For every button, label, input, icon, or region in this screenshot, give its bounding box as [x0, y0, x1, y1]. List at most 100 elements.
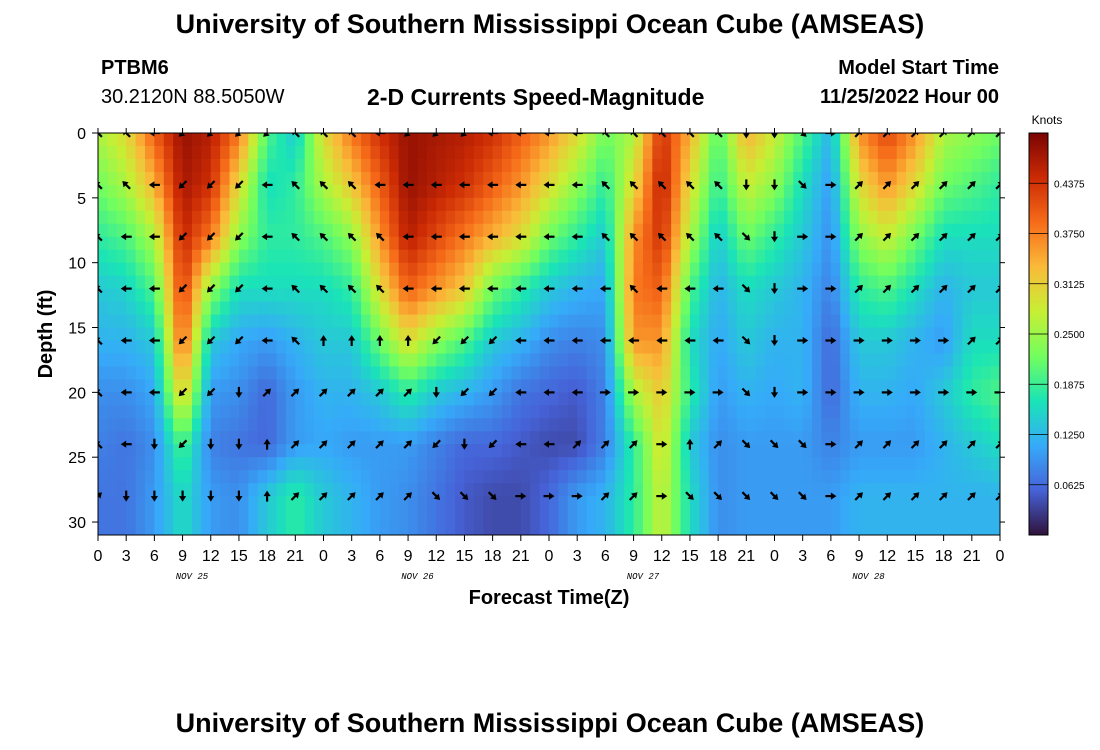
heatmap-cell — [859, 392, 870, 406]
heatmap-cell — [201, 340, 212, 355]
heatmap-cell — [455, 314, 466, 329]
heatmap-cell — [361, 418, 372, 432]
heatmap-cell — [426, 158, 437, 173]
heatmap-cell — [840, 171, 851, 186]
current-vector — [488, 439, 498, 449]
heatmap-cell — [351, 133, 362, 147]
heatmap-cell — [445, 509, 456, 523]
heatmap-cell — [276, 457, 287, 471]
heatmap-cell — [520, 133, 531, 147]
current-vector — [938, 181, 948, 190]
heatmap-cell — [962, 327, 973, 342]
heatmap-cell — [323, 405, 334, 419]
heatmap-cell — [173, 288, 184, 303]
heatmap-cell — [417, 223, 428, 238]
heatmap-cell — [107, 496, 118, 510]
heatmap-cell — [689, 483, 700, 497]
heatmap-cell — [699, 405, 710, 419]
heatmap-cell — [191, 210, 202, 225]
heatmap-cell — [520, 431, 531, 445]
heatmap-cell — [558, 275, 569, 290]
heatmap-cell — [727, 379, 738, 393]
heatmap-cell — [718, 522, 729, 535]
heatmap-cell — [351, 171, 362, 186]
heatmap-cell — [962, 288, 973, 303]
heatmap-cell — [689, 210, 700, 225]
heatmap-cell — [746, 301, 757, 316]
heatmap-cell — [943, 288, 954, 303]
heatmap-cell — [144, 158, 155, 173]
heatmap-cell — [464, 327, 475, 342]
heatmap-cell — [426, 262, 437, 277]
heatmap-cell — [530, 158, 541, 173]
heatmap-cell — [971, 509, 982, 523]
heatmap-cell — [473, 457, 484, 471]
heatmap-cell — [426, 522, 437, 535]
heatmap-cell — [661, 327, 672, 342]
heatmap-cell — [558, 405, 569, 419]
x-tick-label: 9 — [629, 548, 638, 565]
heatmap-cell — [220, 366, 231, 380]
heatmap-cell — [887, 133, 898, 147]
heatmap-cell — [906, 483, 917, 497]
heatmap-cell — [201, 470, 212, 484]
heatmap-cell — [220, 496, 231, 510]
heatmap-cell — [408, 470, 419, 484]
heatmap-cell — [379, 509, 390, 523]
heatmap-cell — [182, 366, 193, 380]
heatmap-cell — [539, 340, 550, 355]
heatmap-cell — [924, 210, 935, 225]
current-vector — [431, 491, 441, 500]
heatmap-cell — [849, 223, 860, 238]
heatmap-cell — [567, 522, 578, 535]
heatmap-cell — [417, 379, 428, 393]
heatmap-cell — [436, 301, 447, 316]
heatmap-cell — [267, 197, 278, 212]
heatmap-cell — [971, 236, 982, 251]
current-vector — [882, 492, 892, 501]
heatmap-cell — [689, 262, 700, 277]
heatmap-cell — [238, 340, 249, 355]
heatmap-cell — [971, 197, 982, 212]
heatmap-cell — [210, 158, 221, 173]
heatmap-cell — [389, 353, 400, 368]
heatmap-cell — [849, 275, 860, 290]
heatmap-cell — [774, 301, 785, 316]
heatmap-cell — [981, 197, 992, 212]
heatmap-cell — [671, 275, 682, 290]
heatmap-cell — [821, 392, 832, 406]
heatmap-cell — [924, 236, 935, 251]
heatmap-cell — [727, 171, 738, 186]
heatmap-cell — [107, 431, 118, 445]
heatmap-cell — [849, 483, 860, 497]
heatmap-cell — [887, 275, 898, 290]
heatmap-cell — [191, 457, 202, 471]
heatmap-cell — [577, 158, 588, 173]
heatmap-cell — [567, 405, 578, 419]
heatmap-cell — [906, 197, 917, 212]
current-vector — [656, 440, 668, 448]
heatmap-cell — [229, 158, 240, 173]
heatmap-cell — [445, 145, 456, 160]
heatmap-cell — [699, 496, 710, 510]
heatmap-cell — [163, 431, 174, 445]
heatmap-cell — [549, 483, 559, 497]
heatmap-cell — [680, 262, 691, 277]
heatmap-cell — [473, 301, 484, 316]
heatmap-cell — [689, 340, 700, 355]
heatmap-cell — [793, 262, 804, 277]
date-label: NOV 26 — [401, 572, 434, 582]
heatmap-cell — [661, 405, 672, 419]
heatmap-cell — [417, 145, 428, 160]
heatmap-cell — [821, 133, 832, 147]
heatmap-cell — [605, 327, 616, 342]
heatmap-cell — [267, 275, 278, 290]
heatmap-cell — [323, 210, 334, 225]
heatmap-cell — [586, 470, 597, 484]
heatmap-cell — [962, 158, 973, 173]
heatmap-cell — [680, 184, 691, 199]
heatmap-cell — [812, 418, 823, 432]
heatmap-cell — [238, 327, 249, 342]
heatmap-cell — [126, 509, 137, 523]
heatmap-cell — [173, 314, 184, 329]
